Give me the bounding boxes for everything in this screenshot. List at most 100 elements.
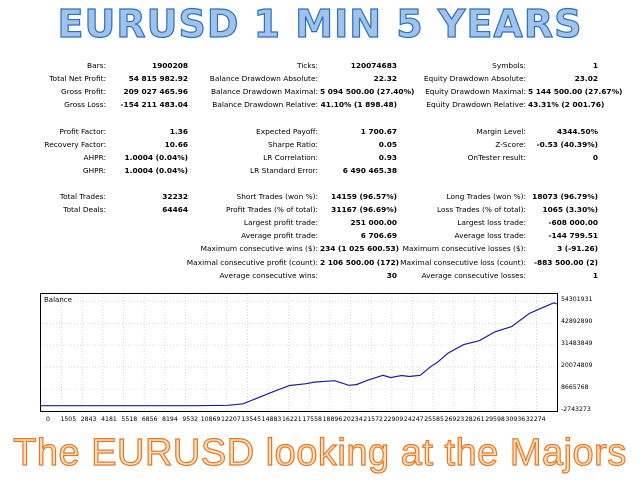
x-tick-label: 21572 — [363, 416, 383, 423]
stat-label: Z-Score: — [495, 139, 526, 149]
stat-value: 5 144 500.00 (27.67%) — [528, 87, 623, 97]
x-tick-label: 17558 — [302, 416, 322, 423]
stat-label: Average consecutive wins: — [219, 270, 318, 280]
stat-label: Balance Drawdown Absolute: — [209, 74, 318, 84]
x-tick-label: 26923 — [444, 416, 465, 423]
stat-label: LR Correlation: — [263, 152, 318, 162]
stat-value: 6 706.69 — [360, 231, 397, 241]
stat-value: 1065 (3.30%) — [542, 205, 598, 215]
x-tick-label: 5518 — [121, 416, 138, 423]
stat-label: Total Deals: — [63, 205, 106, 215]
stat-label: Loss Trades (% of total): — [437, 205, 526, 215]
stat-value: 14159 (96.57%) — [331, 192, 397, 201]
stat-value: 31167 (96.69%) — [331, 205, 397, 215]
stat-label: Maximum consecutive wins ($): — [200, 244, 318, 254]
stat-value: 251 000.00 — [350, 218, 397, 228]
stat-label: Maximal consecutive loss (count): — [400, 257, 526, 267]
stat-label: Short Trades (won %): — [236, 192, 319, 201]
stat-label: Ticks: — [296, 61, 318, 70]
stat-label: Equity Drawdown Maximal: — [425, 87, 526, 97]
stat-label: Maximal consecutive profit (count): — [186, 257, 318, 267]
stat-value: -144 799.51 — [548, 231, 598, 241]
stat-label: Total Net Profit: — [49, 74, 106, 84]
x-tick-label: 0 — [46, 416, 50, 423]
stat-value: 30 — [386, 270, 397, 280]
header-title: EURUSD 1 MIN 5 YEARS — [57, 1, 583, 46]
stat-value: -154 211 483.04 — [120, 100, 188, 110]
stat-value: -883 500.00 (2) — [533, 257, 598, 267]
x-tick-label: 25585 — [424, 416, 444, 423]
stat-label: Average loss trade: — [454, 231, 526, 241]
stat-label: Largest profit trade: — [243, 218, 318, 228]
x-tick-label: 10869 — [200, 416, 221, 423]
stat-value: 120074683 — [350, 61, 397, 70]
stat-label: Margin Level: — [476, 126, 526, 136]
y-tick-label: 8665768 — [561, 384, 589, 392]
x-tick-label: 4181 — [101, 416, 117, 423]
x-tick-label: 29598 — [485, 416, 505, 423]
stat-label: Equity Drawdown Absolute: — [423, 74, 526, 84]
y-tick-label: 20074809 — [561, 362, 593, 370]
x-tick-label: 18896 — [322, 416, 343, 423]
stat-label: Total Trades: — [59, 192, 106, 201]
stat-label: Equity Drawdown Relative: — [426, 100, 526, 110]
stat-value: 41.10% (1 898.48) — [320, 100, 397, 110]
stat-label: Recovery Factor: — [44, 139, 106, 149]
stat-value: 0 — [592, 152, 598, 162]
stat-value: 10.66 — [164, 139, 188, 149]
x-tick-label: 28261 — [464, 416, 485, 423]
stat-label: Long Trades (won %): — [446, 192, 526, 201]
stat-label: OnTester result: — [467, 152, 526, 162]
stat-value: 0.93 — [378, 152, 397, 162]
y-tick-label: 42892890 — [561, 318, 593, 326]
x-tick-label: 2843 — [80, 416, 97, 423]
balance-chart-svg — [41, 294, 557, 411]
stat-value: 0.05 — [378, 139, 397, 149]
x-tick-label: 32274 — [525, 416, 546, 423]
stat-value: 4344.50% — [556, 126, 598, 136]
stat-value: 1.0004 (0.04%) — [124, 165, 189, 175]
stat-label: Gross Loss: — [64, 100, 106, 110]
x-tick-label: 6856 — [141, 416, 158, 423]
stat-value: 43.31% (2 001.76) — [528, 100, 605, 110]
stat-value: 1 — [592, 270, 598, 280]
stat-value: 2 106 500.00 (172) — [320, 257, 399, 267]
stat-value: -0.53 (40.39%) — [536, 139, 598, 149]
x-tick-label: 24247 — [403, 416, 424, 423]
x-tick-label: 14883 — [261, 416, 282, 423]
stat-label: Expected Payoff: — [256, 126, 318, 136]
stat-label: LR Standard Error: — [250, 165, 318, 175]
stat-value: 22.32 — [373, 74, 397, 84]
x-tick-label: 13545 — [241, 416, 262, 423]
x-tick-label: 20234 — [342, 416, 363, 423]
stat-label: Sharpe Ratio: — [268, 139, 318, 149]
stat-label: Gross Profit: — [61, 87, 106, 97]
stat-value: 54 815 982.92 — [128, 74, 188, 84]
stat-value: 18073 (96.79%) — [532, 192, 598, 201]
y-tick-label: 31483849 — [561, 340, 593, 348]
x-tick-label: 22909 — [383, 416, 404, 423]
stat-label: Bars: — [87, 61, 106, 70]
stat-label: Maximum consecutive losses ($): — [402, 244, 526, 254]
y-tick-label: 54301931 — [561, 296, 593, 304]
x-tick-label: 16221 — [281, 416, 302, 423]
balance-chart: Balance — [40, 293, 558, 412]
stat-value: 23.02 — [574, 74, 598, 84]
x-tick-label: 9532 — [182, 416, 199, 423]
stat-value: 5 094 500.00 (27.40%) — [320, 87, 415, 97]
x-tick-label: 12207 — [221, 416, 241, 423]
stat-label: Largest loss trade: — [457, 218, 526, 228]
footer-title: The EURUSD looking at the Majors — [13, 431, 627, 474]
stat-value: 1.0004 (0.04%) — [124, 152, 189, 162]
stat-value: 1900208 — [152, 61, 188, 70]
stat-value: -608 000.00 — [548, 218, 598, 228]
stat-value: 64464 — [162, 205, 188, 215]
x-tick-label: 8194 — [162, 416, 178, 423]
stat-value: 3 (-91.26) — [557, 244, 598, 254]
stat-label: Average profit trade: — [241, 231, 318, 241]
stat-label: Profit Trades (% of total): — [225, 205, 318, 215]
x-tick-label: 1505 — [60, 416, 77, 423]
stat-label: Symbols: — [492, 61, 526, 70]
stat-label: GHPR: — [82, 165, 106, 175]
stat-value: 234 (1 025 600.53) — [320, 244, 399, 254]
